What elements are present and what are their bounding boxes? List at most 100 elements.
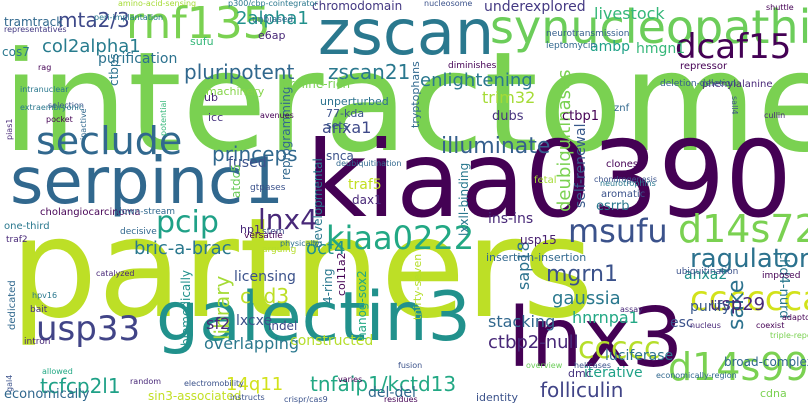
word-decisive: one-third — [4, 222, 50, 232]
word-fetal: znf — [614, 104, 629, 114]
word-pias1: avenues — [260, 112, 294, 120]
word-sall4: coexist — [756, 322, 784, 330]
word-stem: decisive — [120, 228, 157, 237]
word-bait: hpv16 — [32, 292, 57, 300]
word-diminishes: deletion-deletion — [660, 80, 736, 89]
word-potential: fusion — [398, 362, 422, 370]
word-helicases: intron — [24, 338, 50, 347]
word-phenylalanine: repressor — [680, 62, 727, 72]
word-hmgn1: hmgn1 — [636, 42, 685, 56]
word-amino-acid-sensing: p300/cbp-cointegrator — [228, 0, 318, 8]
word-catalyzed: traf2 — [6, 236, 28, 245]
word-crispr-cas9: neurotrophins — [600, 180, 656, 188]
word-lxxll-binding: lxxll-binding — [458, 163, 470, 236]
word-folliculin: folliculin — [540, 380, 623, 400]
word-col11a2: col11a2 — [336, 252, 347, 296]
word-lxcxe: lxcxe — [236, 314, 272, 328]
word-purify: purify — [690, 300, 730, 314]
word-gal4: peri-implantation — [94, 14, 163, 22]
word-repressor: aromatic — [601, 190, 645, 200]
word-chromodomain: chromodomain — [312, 0, 402, 12]
word-ctbp1: ctbp1 — [562, 110, 599, 123]
word-identity: cdna — [760, 388, 787, 399]
word-atdc5: atdc5 — [230, 164, 242, 198]
word-neurotransmission: diminishes — [448, 62, 496, 71]
word-adaptors: imposed — [762, 272, 800, 281]
word-usp15: usp15 — [520, 234, 557, 246]
word-intron: bait — [30, 306, 47, 315]
word-sets: sets — [326, 120, 349, 131]
word-electromobility: crispr/cas9 — [284, 396, 328, 404]
word-proline-rich: proline-rich — [282, 78, 350, 90]
word-broad-complex: identity — [476, 392, 518, 403]
word-dax1: dax1 — [352, 194, 382, 206]
word-cos7: cos7 — [2, 46, 30, 58]
word-chd4-nurd: chd4-nurd — [777, 252, 790, 318]
word-rag: intranuclear — [20, 86, 69, 94]
word-icc: icc — [208, 112, 223, 123]
word-e6ap: e6ap — [258, 30, 286, 41]
word-traf5: traf5 — [348, 178, 382, 192]
word-imposed: assay — [620, 306, 643, 314]
word-ins-ins: ins-ins — [488, 212, 533, 226]
word-reprogramming: reprogramming — [280, 86, 292, 180]
word-peri-implantation: sall4 — [730, 96, 738, 115]
word-overlapping: overlapping — [204, 336, 299, 352]
word-economically: economically — [4, 388, 90, 401]
word-nucleus: helicases — [574, 362, 611, 370]
word-cholangiocarcinoma: deubiquitination — [336, 160, 401, 168]
word-clones: fetal — [534, 176, 557, 186]
word-stacking: stacking — [488, 314, 555, 330]
word-self-renewal: self-renewal — [574, 124, 588, 208]
word-fusion: random — [130, 378, 161, 386]
word-nanog-sox2: nanog-sox2 — [356, 270, 368, 340]
word-triple-repeat: ubiquitination — [676, 268, 738, 277]
word-pluripotent: pluripotent — [184, 62, 294, 82]
word-dcaf15: dcaf15 — [675, 30, 791, 64]
word-sin3-associated: sin3-associated — [148, 390, 241, 402]
word-insertion-insertion: insertion-insertion — [486, 252, 586, 263]
word-usp33: usp33 — [36, 312, 140, 346]
word-unbiased: leptomycin — [546, 42, 596, 51]
word-pocket: extraembryonic — [20, 104, 83, 112]
word-sufu: broad-complex — [724, 356, 808, 368]
word-one-third: gtpases — [250, 184, 285, 193]
word-avenues: varies — [338, 376, 362, 384]
word-physically: versatile — [244, 232, 283, 241]
word-sap18: sap18 — [516, 241, 532, 290]
word-biomedically: biomedically — [180, 270, 192, 346]
word-kiaa0222: kiaa0222 — [326, 222, 474, 254]
word-mgrn1: mgrn1 — [546, 264, 618, 286]
word-indel: indel — [268, 320, 297, 332]
word-licensing: licensing — [234, 270, 296, 284]
word-msufu: msufu — [568, 215, 668, 247]
word-gaussia: gaussia — [552, 290, 621, 308]
word-ubiquitination: nucleus — [690, 322, 721, 330]
word-leptomycin: neurotransmission — [546, 30, 629, 39]
word-luciferase: luciferase — [605, 349, 673, 363]
word-ctbp: pocket — [46, 116, 73, 124]
word-coexist: triple-repeat — [770, 332, 808, 340]
word-nucleosome: unbiased — [252, 16, 293, 25]
word-chondrocytes: rag — [38, 64, 51, 72]
word-gtpases: down-stream — [116, 208, 175, 217]
word-tryptophans: tryptophans — [410, 61, 421, 128]
word-varies: electromobility — [184, 380, 244, 388]
word-underexplored: underexplored — [484, 0, 586, 14]
word-sf2: sf2 — [206, 316, 230, 332]
word-dubs: dubs — [492, 110, 524, 123]
word-hpv16: catalyzed — [96, 270, 135, 278]
word-deubiquitination: representatives — [4, 26, 67, 34]
word-ub: ub — [204, 92, 218, 103]
word-znf: sufu — [190, 36, 214, 47]
word-thirty-seven: thirty-seven — [412, 254, 423, 320]
word-dedicated: overview — [526, 362, 562, 370]
word-random: instructs — [230, 394, 265, 402]
word-extraembryonic: inactive — [80, 108, 88, 140]
word-ctbps: ctbps — [108, 53, 120, 86]
word-77-kda: 77-kda — [326, 108, 364, 119]
word-esrrb: esrrb — [596, 200, 629, 213]
word-developmental: developmental — [312, 158, 324, 248]
word-assay: economically-region — [656, 372, 737, 380]
